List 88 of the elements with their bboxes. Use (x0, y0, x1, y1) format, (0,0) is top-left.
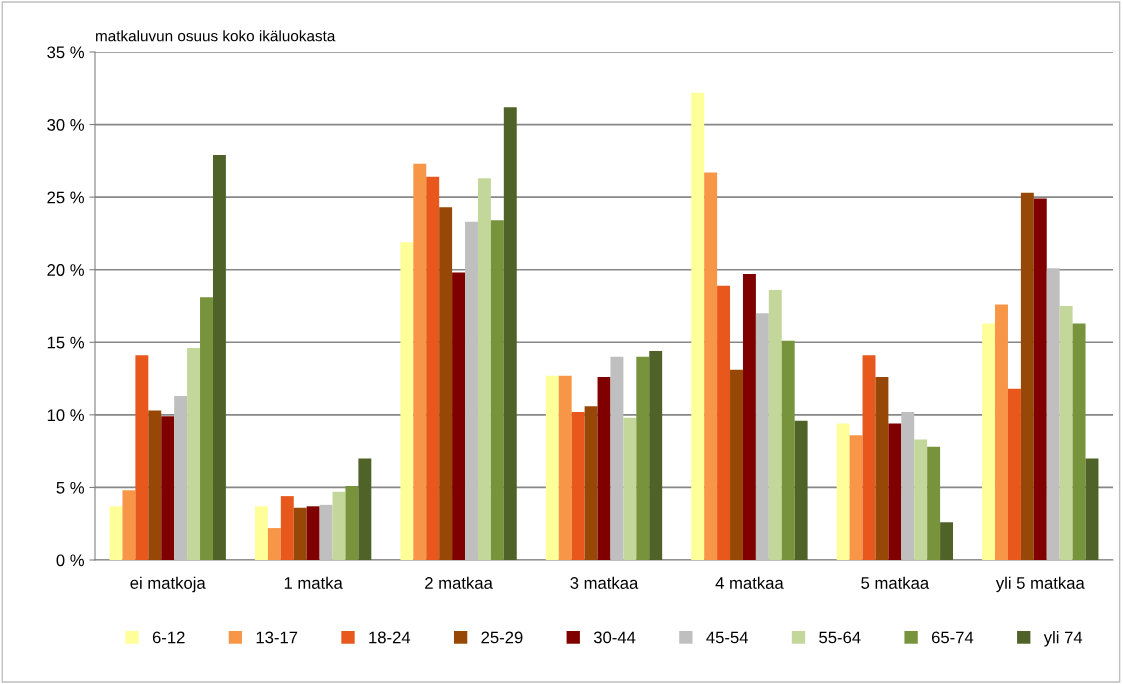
bar (704, 172, 718, 560)
bar (465, 221, 478, 560)
bar (1072, 323, 1086, 560)
bar (1007, 388, 1021, 560)
bar (503, 107, 517, 560)
bar (267, 528, 281, 560)
bar (426, 176, 440, 560)
bar (1059, 306, 1073, 560)
bar (148, 410, 162, 560)
bar (558, 375, 572, 560)
legend-label: 65-74 (931, 631, 974, 644)
y-tick-label: 15 % (47, 336, 84, 349)
legend-label: 18-24 (369, 631, 411, 644)
x-tick-label: 2 matkaa (425, 576, 493, 589)
bar (212, 155, 226, 560)
bar (914, 439, 928, 560)
x-tick-label: 1 matka (284, 576, 343, 589)
bar (794, 420, 808, 560)
bar (927, 446, 941, 560)
bar (849, 435, 863, 560)
y-tick-label: 10 % (47, 409, 84, 422)
y-tick-label: 35 % (47, 46, 84, 59)
bar (187, 348, 201, 560)
legend-label: 25-29 (481, 631, 523, 644)
bar (597, 377, 611, 560)
bar (901, 411, 915, 560)
bar (439, 207, 453, 560)
bar (1046, 268, 1060, 560)
bar (1085, 458, 1099, 560)
bar (623, 417, 637, 560)
bar (1033, 198, 1047, 560)
y-tick-label: 30 % (47, 118, 84, 131)
bar (649, 350, 663, 560)
bar (755, 313, 769, 560)
legend-label: yli 74 (1043, 631, 1083, 647)
y-tick-label: 5 % (56, 481, 84, 494)
bar (982, 323, 996, 560)
legend-label: 30-44 (593, 631, 636, 644)
bar (345, 485, 359, 560)
bar (109, 506, 123, 560)
y-tick-label: 0 % (56, 554, 84, 567)
bar (280, 496, 294, 560)
bar (400, 242, 414, 560)
bar (610, 356, 624, 560)
bar (584, 406, 598, 560)
bar (742, 274, 756, 560)
bar (452, 272, 466, 560)
bar (413, 163, 427, 560)
bar (995, 304, 1008, 560)
x-tick-label: 3 matkaa (570, 576, 639, 589)
bar (836, 423, 850, 560)
x-tick-label: yli 5 matkaa (995, 576, 1085, 593)
x-tick-label: ei matkoja (130, 576, 206, 593)
bar (174, 395, 188, 560)
bar (545, 375, 559, 560)
bar (135, 355, 149, 560)
bar (306, 506, 320, 560)
bar (940, 522, 954, 560)
y-axis-title: matkaluvun osuus koko ikäluokasta (96, 30, 336, 42)
bar (888, 423, 902, 560)
bar (691, 92, 705, 560)
legend-label: 45-54 (706, 631, 749, 644)
bar (319, 504, 333, 560)
x-tick-label: 5 matkaa (861, 576, 930, 589)
bar (730, 369, 743, 560)
bar (768, 290, 782, 560)
bar (781, 340, 795, 560)
bar (636, 356, 650, 560)
bar (1020, 192, 1034, 560)
bar (200, 297, 213, 560)
legend-label: 55-64 (819, 631, 861, 644)
bar (875, 377, 889, 560)
x-tick-label: 4 matkaa (715, 576, 784, 589)
bar (122, 490, 136, 560)
bar (254, 506, 268, 560)
bar (161, 416, 175, 560)
legend-label: 13-17 (256, 631, 298, 644)
y-tick-label: 25 % (47, 191, 84, 204)
bar (358, 458, 372, 560)
bar (293, 507, 307, 560)
bar (332, 491, 346, 560)
y-tick-label: 20 % (47, 264, 84, 276)
bar (477, 178, 491, 560)
legend-label: 6-12 (152, 631, 185, 644)
bar (717, 285, 731, 560)
bar (862, 355, 876, 560)
bar (571, 411, 585, 560)
bar (490, 220, 504, 560)
